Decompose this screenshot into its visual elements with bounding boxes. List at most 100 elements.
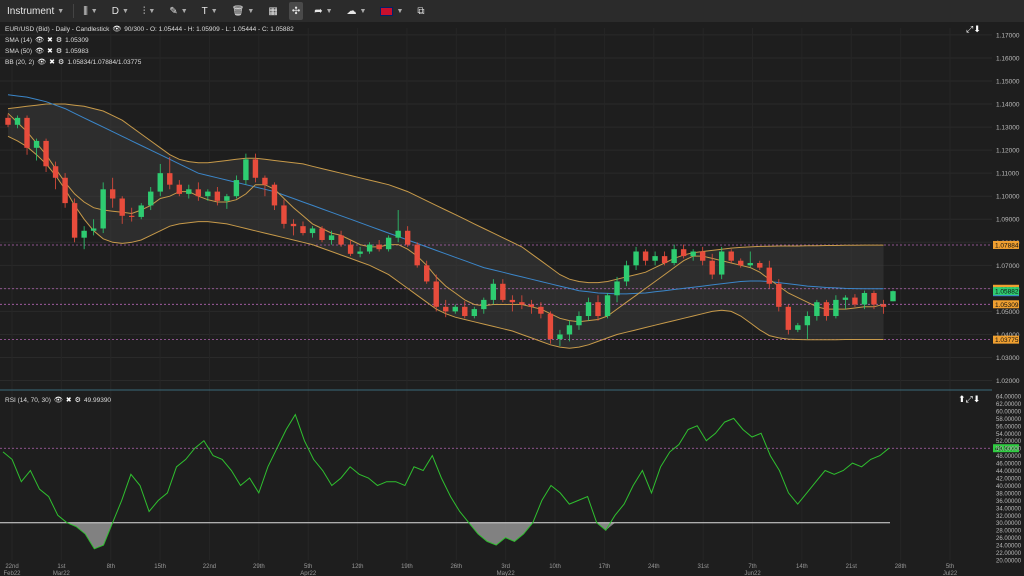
candle-body — [776, 283, 782, 307]
pane-move-icon[interactable]: ⬆⤢⬇ — [958, 394, 981, 404]
candle-body — [842, 297, 849, 300]
instrument-selector[interactable]: Instrument ▼ — [4, 2, 67, 20]
rsi-tick: 26.00000 — [996, 536, 1022, 542]
candle-body — [880, 304, 887, 307]
candle — [519, 295, 525, 310]
price-badge-label: 1.03775 — [995, 337, 1019, 344]
price-tick: 1.12000 — [996, 148, 1020, 155]
candle-body — [62, 177, 68, 204]
candle — [747, 251, 753, 268]
sma50-legend: SMA (50) 👁 ✖ ⚙ 1.05983 — [5, 47, 89, 56]
eye-icon[interactable]: 👁 — [35, 48, 44, 55]
candle-body — [233, 180, 240, 197]
candle-body — [814, 302, 820, 317]
rsi-legend: RSI (14, 70, 30) 👁 ✖ ⚙ 49.99390 — [5, 396, 111, 405]
price-tick: 1.03000 — [996, 355, 1020, 362]
candle — [129, 207, 135, 222]
candle — [5, 114, 11, 128]
price-tick: 1.10000 — [996, 194, 1020, 201]
candle — [538, 302, 544, 319]
indicators-button[interactable]: ⫶ ▼ — [140, 2, 158, 20]
chevron-down-icon: ▼ — [57, 7, 65, 15]
candle-body — [595, 302, 601, 317]
chart-canvas[interactable]: 1.17000 1.16000 1.15000 1.14000 1.13000 1.120… — [0, 22, 1024, 576]
candle — [309, 226, 316, 238]
sma14-value: 1.05309 — [65, 36, 89, 44]
candle — [347, 239, 354, 257]
gear-icon[interactable]: ⚙ — [55, 48, 63, 55]
flag-uk-icon — [380, 6, 394, 16]
candle — [52, 161, 59, 190]
time-tick: 17th — [599, 564, 611, 570]
timeframe-selector[interactable]: D ▼ — [109, 2, 132, 20]
candle-body — [576, 316, 582, 326]
price-badge-bg — [993, 300, 1019, 309]
candle — [785, 304, 792, 335]
language-button[interactable]: ▼ — [377, 2, 406, 20]
candle — [795, 322, 801, 333]
gear-icon[interactable]: ⚙ — [58, 59, 65, 66]
candle — [186, 184, 192, 199]
time-tick: 29th — [253, 564, 265, 570]
candle-body — [699, 251, 706, 261]
candle-body — [566, 325, 573, 335]
weather-button[interactable]: ☁ ▼ — [344, 2, 370, 20]
candle-body — [271, 184, 278, 206]
drawing-tools-button[interactable]: ✎ ▼ — [166, 2, 190, 20]
candle — [652, 251, 658, 266]
price-tick: 1.07000 — [996, 263, 1020, 270]
layout-button[interactable]: ▦ — [265, 2, 280, 20]
candle-body — [757, 263, 763, 268]
time-tick: 5th — [946, 564, 954, 570]
candle — [252, 153, 259, 183]
export-icon: ⧉ — [417, 5, 425, 17]
candle-body — [176, 184, 182, 194]
rsi-tick: 52.00000 — [996, 439, 1022, 445]
time-tick: 1st — [57, 564, 65, 570]
close-icon[interactable]: ✖ — [65, 397, 72, 404]
candle-body — [262, 177, 268, 185]
price-badge-bg — [993, 335, 1019, 344]
candle-body — [719, 251, 725, 275]
candle — [690, 249, 696, 261]
candle-body — [642, 251, 649, 261]
crosshair-icon: ✣ — [291, 5, 301, 17]
eye-icon[interactable]: 👁 — [35, 37, 44, 44]
candle — [214, 186, 221, 206]
close-icon[interactable]: ✖ — [46, 37, 53, 44]
delete-button[interactable]: 🗑 ▼ — [229, 2, 258, 20]
candle — [300, 221, 306, 236]
crosshair-button[interactable]: ✣ — [288, 2, 304, 20]
gear-icon[interactable]: ⚙ — [55, 37, 63, 44]
time-tick: 24th — [648, 564, 660, 570]
chart-type-button[interactable]: ⫼ ▼ — [80, 2, 101, 20]
candle — [814, 299, 820, 321]
gear-icon[interactable]: ⚙ — [74, 397, 81, 404]
candle — [776, 279, 782, 312]
price-badge-label: 1.05882 — [995, 289, 1019, 296]
candle — [633, 246, 639, 270]
toolbar: Instrument ▼ ⫼ ▼ D ▼ ⫶ ▼ ✎ ▼ T ▼ 🗑 ▼ ▦ ✣ ➦ ▼ ☁ ▼ … — [0, 0, 1024, 23]
close-icon[interactable]: ✖ — [49, 59, 56, 66]
chevron-down-icon: ▼ — [247, 7, 255, 15]
maximize-icon[interactable]: ⤢⬇ — [966, 24, 981, 34]
candle — [890, 290, 896, 302]
navigation-button[interactable]: ➦ ▼ — [311, 2, 335, 20]
export-button[interactable]: ⧉ — [414, 2, 427, 20]
candle-body — [205, 191, 211, 197]
candle-body — [214, 191, 221, 201]
candle-body — [833, 299, 839, 317]
eye-icon[interactable]: 👁 — [112, 26, 122, 33]
candle — [490, 279, 497, 305]
sma50-label: SMA (50) — [5, 47, 33, 55]
eye-icon[interactable]: 👁 — [53, 397, 63, 404]
time-tick: 31st — [697, 564, 709, 570]
price-tick: 1.05000 — [996, 309, 1020, 316]
candle-body — [443, 306, 449, 312]
text-tool-button[interactable]: T ▼ — [199, 2, 221, 20]
time-tick: 10th — [549, 564, 561, 570]
close-icon[interactable]: ✖ — [46, 48, 53, 55]
candle — [861, 290, 868, 310]
eye-icon[interactable]: 👁 — [37, 59, 47, 66]
